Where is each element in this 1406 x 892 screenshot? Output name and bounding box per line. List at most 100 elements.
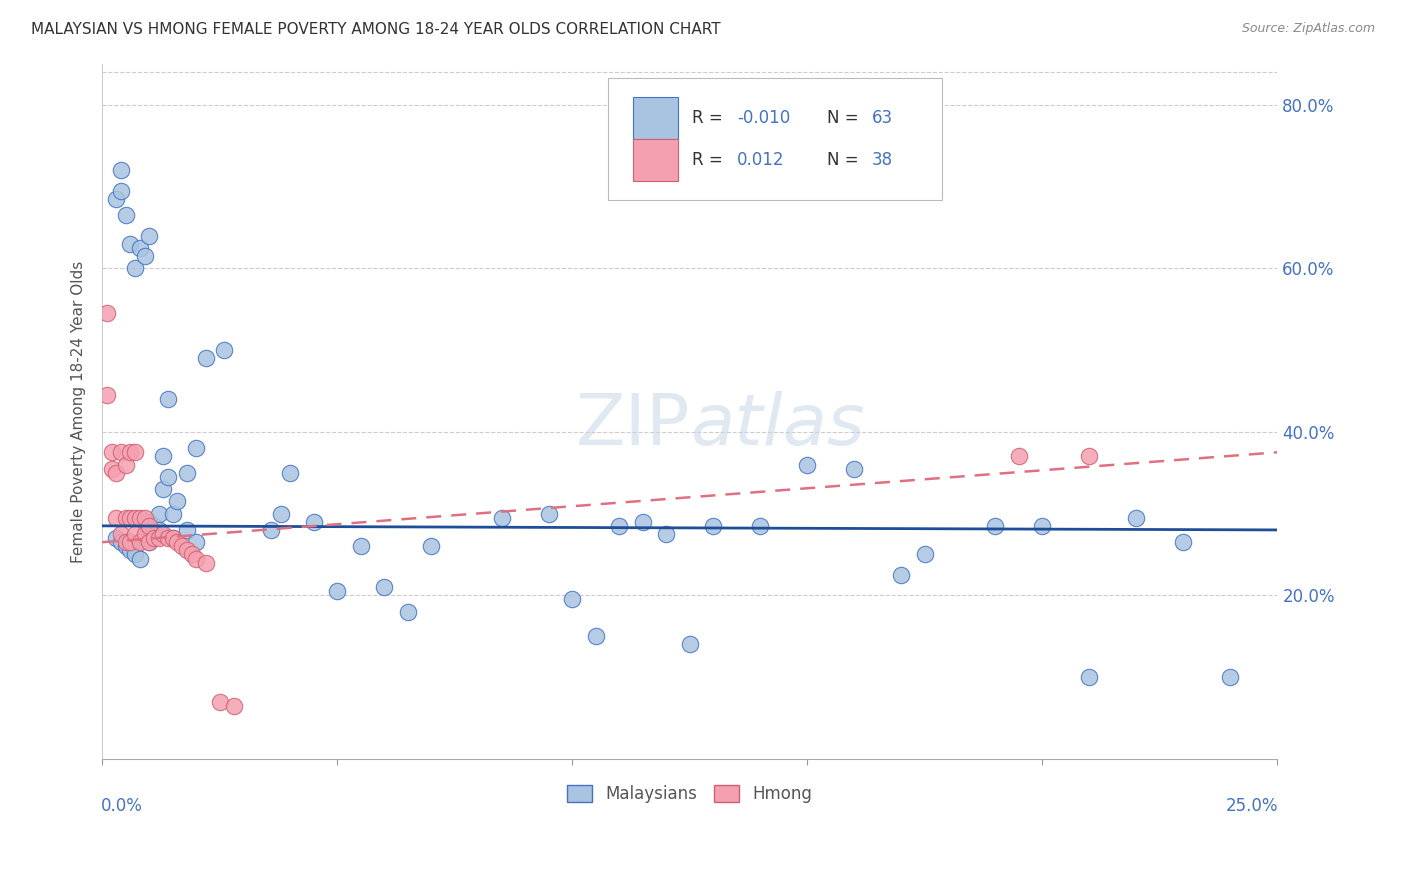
Point	[186, 551, 208, 566]
Point	[124, 548, 146, 562]
Point	[138, 519, 160, 533]
Point	[120, 445, 142, 459]
Point	[134, 249, 156, 263]
Text: -0.010: -0.010	[737, 109, 790, 128]
Point	[214, 343, 236, 358]
Point	[186, 441, 208, 455]
Point	[176, 543, 198, 558]
Point	[585, 629, 607, 643]
Point	[631, 515, 654, 529]
Point	[124, 261, 146, 276]
Point	[350, 539, 373, 553]
Point	[749, 519, 772, 533]
Point	[162, 507, 184, 521]
Point	[120, 543, 142, 558]
Text: atlas: atlas	[690, 391, 865, 459]
Point	[396, 605, 419, 619]
Point	[607, 519, 630, 533]
Point	[537, 507, 560, 521]
Point	[180, 548, 202, 562]
Point	[157, 470, 180, 484]
Point	[176, 466, 198, 480]
Point	[172, 539, 194, 553]
Text: N =: N =	[827, 109, 865, 128]
Point	[134, 531, 156, 545]
Point	[110, 527, 132, 541]
Point	[124, 510, 146, 524]
Text: 38: 38	[872, 151, 893, 169]
Point	[890, 567, 912, 582]
Point	[128, 551, 150, 566]
Point	[176, 523, 198, 537]
Legend: Malaysians, Hmong: Malaysians, Hmong	[561, 778, 820, 810]
Point	[796, 458, 818, 472]
Point	[1173, 535, 1195, 549]
Point	[142, 519, 165, 533]
Point	[114, 539, 136, 553]
Point	[120, 510, 142, 524]
Point	[420, 539, 443, 553]
Point	[152, 482, 174, 496]
Point	[120, 535, 142, 549]
Point	[166, 494, 188, 508]
Point	[208, 695, 231, 709]
Point	[100, 445, 122, 459]
Point	[96, 388, 118, 402]
Point	[194, 351, 217, 366]
Text: 0.0%: 0.0%	[101, 797, 143, 815]
Point	[1008, 450, 1031, 464]
Point	[162, 531, 184, 545]
Point	[260, 523, 283, 537]
Point	[110, 535, 132, 549]
Point	[110, 445, 132, 459]
Point	[302, 515, 325, 529]
Point	[166, 535, 188, 549]
Point	[138, 535, 160, 549]
Point	[702, 519, 724, 533]
Point	[96, 306, 118, 320]
Text: R =: R =	[692, 109, 728, 128]
Point	[222, 698, 245, 713]
Point	[561, 592, 583, 607]
Point	[134, 527, 156, 541]
Text: 63: 63	[872, 109, 893, 128]
Point	[138, 515, 160, 529]
Point	[186, 535, 208, 549]
Point	[844, 461, 866, 475]
Text: ZIP: ZIP	[575, 391, 690, 459]
Point	[128, 241, 150, 255]
Point	[105, 531, 128, 545]
Point	[1078, 450, 1101, 464]
Point	[124, 527, 146, 541]
Point	[194, 556, 217, 570]
Point	[491, 510, 513, 524]
Point	[1125, 510, 1147, 524]
Text: MALAYSIAN VS HMONG FEMALE POVERTY AMONG 18-24 YEAR OLDS CORRELATION CHART: MALAYSIAN VS HMONG FEMALE POVERTY AMONG …	[31, 22, 720, 37]
Point	[1031, 519, 1053, 533]
Point	[110, 184, 132, 198]
Point	[105, 510, 128, 524]
Point	[134, 510, 156, 524]
Bar	[633, 139, 678, 181]
Point	[120, 236, 142, 251]
Point	[105, 192, 128, 206]
Point	[373, 580, 395, 594]
Point	[148, 523, 170, 537]
Point	[114, 208, 136, 222]
Point	[114, 510, 136, 524]
Point	[914, 548, 936, 562]
Text: 0.012: 0.012	[737, 151, 785, 169]
Point	[278, 466, 301, 480]
Point	[152, 527, 174, 541]
Point	[114, 535, 136, 549]
Point	[679, 637, 702, 651]
Text: R =: R =	[692, 151, 728, 169]
Point	[148, 507, 170, 521]
Point	[128, 510, 150, 524]
Y-axis label: Female Poverty Among 18-24 Year Olds: Female Poverty Among 18-24 Year Olds	[72, 260, 86, 563]
Point	[138, 228, 160, 243]
Point	[655, 527, 678, 541]
Point	[114, 458, 136, 472]
Point	[157, 531, 180, 545]
Text: 25.0%: 25.0%	[1226, 797, 1278, 815]
